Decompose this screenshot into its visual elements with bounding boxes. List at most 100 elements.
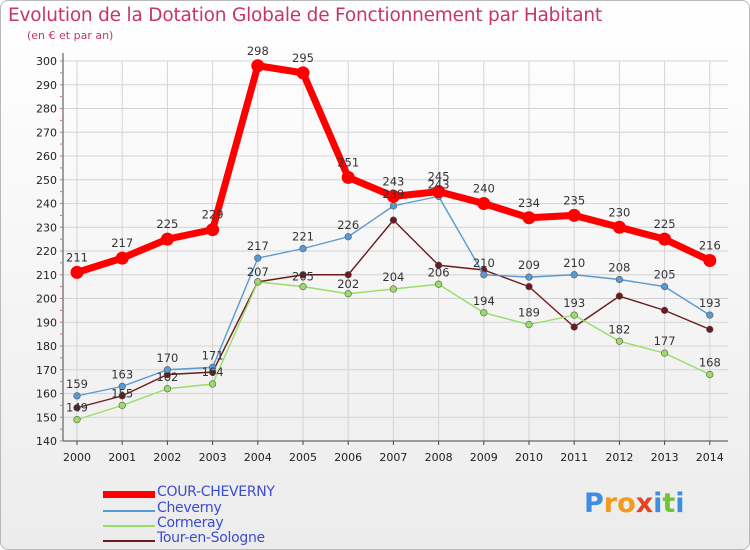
- point-cormeray-2013: [660, 349, 669, 357]
- y-tick-label-230: 230: [36, 221, 57, 234]
- legend-label-cheverny: Cheverny: [157, 500, 222, 516]
- data-label-cour-cheverny-2009: 240: [473, 182, 495, 196]
- legend-label-cormeray: Cormeray: [157, 515, 224, 531]
- legend-label-cour-cheverny: COUR-CHEVERNY: [157, 484, 275, 500]
- point-cormeray-2010: [525, 321, 533, 329]
- data-label-cormeray-2003: 164: [202, 365, 224, 379]
- point-cour-cheverny-2000: [70, 265, 84, 279]
- legend-swatch-cormeray: [103, 525, 155, 527]
- data-label-cormeray-2013: 177: [654, 334, 676, 348]
- logo-letter: o: [617, 488, 636, 519]
- logo-letter: i: [675, 488, 685, 519]
- data-label-cheverny-2004: 217: [247, 239, 269, 253]
- point-cheverny-2005: [299, 245, 307, 253]
- y-tick-label-140: 140: [36, 435, 57, 448]
- point-cormeray-2003: [209, 380, 217, 388]
- data-label-cheverny-2005: 221: [292, 230, 314, 244]
- legend-swatch-cour-cheverny: [103, 491, 155, 498]
- x-tick-label-2003: 2003: [199, 451, 227, 464]
- logo-letter: t: [662, 488, 676, 519]
- legend-swatch-tour-en-sologne: [103, 540, 155, 542]
- point-cour-cheverny-2009: [477, 197, 491, 210]
- legend-swatch-cheverny: [103, 510, 155, 512]
- data-label-cour-cheverny-2014: 216: [699, 239, 721, 253]
- point-tour-en-sologne-2011: [570, 323, 578, 331]
- point-cheverny-2007: [389, 202, 398, 210]
- y-tick-label-180: 180: [36, 340, 57, 353]
- x-tick-label-2002: 2002: [153, 451, 181, 464]
- y-tick-label-260: 260: [36, 150, 57, 163]
- y-tick-label-300: 300: [36, 55, 57, 68]
- data-label-cour-cheverny-2012: 230: [608, 205, 630, 219]
- point-cour-cheverny-2002: [160, 232, 174, 246]
- point-cour-cheverny-2006: [341, 170, 355, 184]
- point-cour-cheverny-2010: [522, 211, 536, 225]
- y-tick-label-240: 240: [36, 198, 57, 211]
- proxiti-logo: Proxiti: [584, 488, 685, 519]
- point-tour-en-sologne-2013: [660, 306, 669, 314]
- point-cheverny-2012: [615, 275, 624, 284]
- point-cheverny-2010: [525, 273, 533, 281]
- data-label-cour-cheverny-2004: 298: [247, 44, 269, 58]
- point-cheverny-2013: [660, 283, 669, 291]
- point-tour-en-sologne-2007: [389, 216, 398, 224]
- data-label-cormeray-2009: 194: [473, 294, 495, 308]
- data-label-cheverny-2012: 208: [608, 261, 630, 275]
- point-cormeray-2007: [389, 285, 398, 293]
- x-tick-label-2011: 2011: [560, 451, 588, 464]
- point-cheverny-2003: [209, 363, 217, 371]
- data-label-cour-cheverny-2007: 243: [382, 174, 404, 188]
- point-tour-en-sologne-2008: [435, 261, 443, 269]
- x-tick-label-2012: 2012: [605, 451, 633, 464]
- x-tick-label-2006: 2006: [334, 451, 362, 464]
- point-cheverny-2002: [163, 366, 171, 374]
- logo-letter: P: [584, 488, 604, 519]
- x-tick-label-2014: 2014: [696, 451, 724, 464]
- point-cormeray-2002: [163, 385, 171, 393]
- point-tour-en-sologne-2005: [299, 271, 307, 279]
- point-cour-cheverny-2003: [206, 223, 220, 237]
- data-label-cour-cheverny-2000: 211: [66, 250, 88, 264]
- point-tour-en-sologne-2000: [73, 404, 81, 412]
- point-tour-en-sologne-2012: [615, 292, 624, 300]
- y-tick-label-270: 270: [36, 126, 57, 139]
- axis-layer: 140 150 160 170 180 190 200 210 220 230 240 250 260 2…: [36, 53, 728, 464]
- x-tick-label-2013: 2013: [651, 451, 679, 464]
- data-label-cour-cheverny-2006: 251: [337, 155, 359, 169]
- data-label-cheverny-2009: 210: [473, 256, 495, 270]
- data-label-cormeray-2004: 207: [247, 265, 269, 279]
- data-label-cheverny-2003: 171: [202, 348, 224, 362]
- data-label-cormeray-2000: 149: [66, 401, 88, 415]
- data-label-cheverny-2006: 226: [337, 218, 359, 232]
- point-cormeray-2000: [73, 416, 81, 424]
- series-layer: [70, 59, 717, 424]
- point-cheverny-2001: [118, 382, 126, 390]
- data-label-cheverny-2008: 243: [428, 177, 450, 191]
- grid-layer: [63, 60, 728, 442]
- point-cormeray-2009: [480, 309, 488, 317]
- data-label-cour-cheverny-2010: 234: [518, 196, 540, 210]
- y-tick-label-190: 190: [36, 316, 57, 329]
- x-tick-label-2009: 2009: [470, 451, 498, 464]
- data-label-cour-cheverny-2008: 245: [428, 170, 450, 184]
- point-cormeray-2011: [570, 311, 578, 319]
- x-tick-label-2008: 2008: [425, 451, 453, 464]
- point-cour-cheverny-2014: [703, 254, 717, 267]
- x-tick-label-2000: 2000: [63, 451, 91, 464]
- logo-letter: i: [653, 488, 663, 519]
- point-cour-cheverny-2013: [658, 232, 672, 246]
- data-label-cheverny-2000: 159: [66, 377, 88, 391]
- data-label-cormeray-2008: 206: [428, 265, 450, 279]
- y-tick-label-280: 280: [36, 103, 57, 116]
- point-cour-cheverny-2005: [296, 66, 310, 80]
- data-label-cormeray-2011: 193: [563, 296, 585, 310]
- logo-letter: r: [603, 488, 618, 519]
- point-cheverny-2000: [73, 392, 81, 400]
- data-label-cormeray-2006: 202: [337, 277, 359, 291]
- point-cheverny-2014: [706, 311, 714, 319]
- point-tour-en-sologne-2001: [118, 392, 126, 400]
- point-cheverny-2009: [480, 271, 488, 279]
- data-label-cormeray-2002: 162: [156, 370, 178, 384]
